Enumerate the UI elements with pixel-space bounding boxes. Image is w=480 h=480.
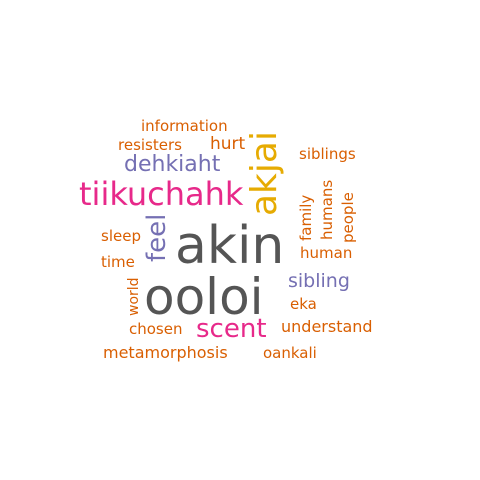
word-feel: feel xyxy=(142,213,172,262)
word-people: people xyxy=(339,192,357,243)
word-eka: eka xyxy=(290,295,317,313)
word-hurt: hurt xyxy=(210,134,246,154)
word-human: human xyxy=(300,244,353,262)
word-world: world xyxy=(126,277,142,316)
word-metamorphosis: metamorphosis xyxy=(103,343,228,362)
word-information: information xyxy=(141,117,228,135)
word-family: family xyxy=(297,194,315,241)
word-sibling: sibling xyxy=(288,270,350,292)
word-scent: scent xyxy=(196,314,267,344)
word-understand: understand xyxy=(281,317,373,336)
word-time: time xyxy=(101,253,135,271)
word-chosen: chosen xyxy=(129,320,183,338)
word-dehkiaht: dehkiaht xyxy=(124,152,221,177)
word-akin: akin xyxy=(175,216,285,276)
word-sleep: sleep xyxy=(101,227,141,245)
word-akjai: akjai xyxy=(244,131,285,216)
word-resisters: resisters xyxy=(118,136,182,154)
word-siblings: siblings xyxy=(299,145,356,163)
word-oankali: oankali xyxy=(263,344,317,362)
word-ooloi: ooloi xyxy=(144,268,264,326)
word-humans: humans xyxy=(318,179,336,240)
word-tiikuchahk: tiikuchahk xyxy=(79,175,244,213)
